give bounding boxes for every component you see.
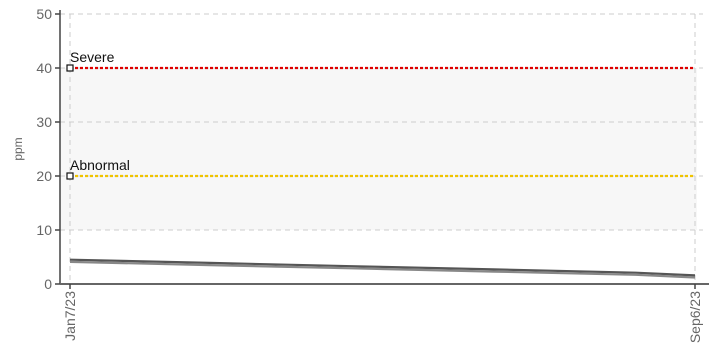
y-tick-label-50: 50	[36, 6, 52, 22]
y-tick-label-10: 10	[36, 222, 52, 238]
series-layer	[69, 258, 696, 279]
axes-layer: 0 10 20 30 40 50 Jan7/23 Sep6/23	[36, 6, 709, 343]
threshold-label-severe: Severe	[70, 49, 115, 65]
threshold-marker-severe	[66, 64, 74, 72]
threshold-label-abnormal: Abnormal	[70, 157, 130, 173]
series-line-0	[69, 258, 696, 277]
y-tick-label-40: 40	[36, 60, 52, 76]
shaded-band-0	[60, 68, 697, 230]
x-tick-label-1: Sep6/23	[687, 291, 703, 343]
threshold-marker-abnormal	[66, 172, 74, 180]
band-layer	[60, 68, 697, 230]
series-line-1	[69, 260, 696, 279]
y-tick-label-0: 0	[44, 276, 52, 292]
y-tick-label-20: 20	[36, 168, 52, 184]
threshold-layer: Severe Abnormal	[66, 49, 695, 180]
x-tick-label-0: Jan7/23	[62, 291, 78, 341]
y-axis-title: ppm	[11, 137, 25, 160]
y-tick-label-30: 30	[36, 114, 52, 130]
